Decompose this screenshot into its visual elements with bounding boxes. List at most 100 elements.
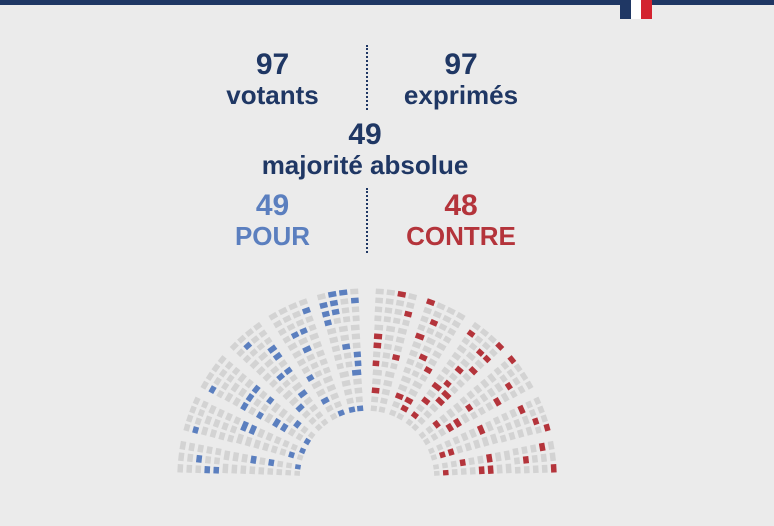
empty-seat [271,402,281,414]
empty-seat [521,446,528,455]
empty-seat [258,351,269,362]
seat-contre [431,381,442,392]
empty-seat [451,351,462,361]
empty-seat [253,321,263,331]
empty-seat [336,362,344,370]
seat-contre [468,365,478,376]
empty-seat [244,328,255,338]
seat-contre [391,353,401,361]
empty-seat [236,348,246,358]
empty-seat [301,409,311,419]
empty-seat [188,442,196,452]
empty-seat [500,392,510,403]
empty-seat [474,359,485,370]
empty-seat [425,425,434,434]
seat-pour [353,351,362,358]
empty-seat [408,388,419,398]
empty-seat [211,363,221,373]
empty-seat [200,426,209,436]
seat-contre [538,442,546,452]
seat-pour [192,426,200,434]
seat-pour [342,343,351,350]
empty-seat [427,447,435,455]
empty-seat [298,336,309,346]
seat-contre [487,465,494,474]
seat-contre [410,411,420,420]
empty-seat [513,418,522,428]
seat-pour [283,366,293,376]
seat-contre [432,419,441,429]
empty-seat [341,379,351,387]
empty-seat [205,371,215,381]
seat-contre [532,417,540,426]
empty-seat [316,293,327,301]
empty-seat [501,412,510,422]
empty-seat [192,396,201,406]
empty-seat [331,345,341,353]
empty-seat [262,372,272,382]
seat-contre [429,318,439,327]
empty-seat [408,349,418,358]
empty-seat [237,372,247,384]
empty-seat [250,335,260,344]
seat-pour [331,308,340,316]
empty-seat [513,457,521,465]
empty-seat [406,358,415,366]
french-flag-icon [620,0,653,19]
empty-seat [315,388,326,398]
empty-seat [326,383,337,392]
empty-seat [232,397,242,407]
empty-seat [218,431,226,441]
empty-seat [343,352,352,359]
empty-seat [338,325,349,333]
empty-seat [448,372,458,382]
empty-seat [468,342,478,351]
empty-seat [340,298,349,305]
empty-seat [282,335,292,344]
empty-seat [383,343,392,350]
empty-seat [244,378,254,389]
empty-seat [531,454,539,463]
empty-seat [446,359,456,369]
empty-seat [390,362,398,370]
empty-seat [411,369,420,378]
empty-seat [314,369,323,378]
seat-pour [243,341,253,351]
empty-seat [354,387,363,394]
empty-seat [403,366,412,375]
empty-seat [415,361,424,370]
empty-seat [350,324,360,331]
empty-seat [442,335,452,344]
empty-seat [530,444,537,453]
seat-contre [459,458,466,467]
empty-seat [394,308,403,316]
empty-seat [397,327,408,335]
pour-label: POUR [234,221,311,251]
empty-seat [395,299,405,307]
empty-seat [417,323,426,332]
empty-seat [537,405,545,414]
seat-pour [351,369,362,376]
empty-seat [466,390,476,400]
empty-seat [430,454,438,461]
empty-seat [307,431,316,440]
empty-seat [468,428,478,439]
empty-seat [241,453,249,463]
empty-seat [278,359,288,369]
empty-seat [213,457,221,465]
empty-seat [494,382,504,393]
empty-seat [485,401,494,412]
empty-seat [489,433,499,445]
empty-seat [455,311,466,321]
seat-contre [425,298,436,307]
empty-seat [469,411,479,420]
empty-seat [221,381,230,391]
seat-contre [371,387,380,394]
empty-seat [437,427,447,437]
seat-contre [418,353,428,362]
empty-seat [224,392,234,403]
empty-seat [499,374,508,383]
empty-seat [372,351,381,358]
empty-seat [430,432,439,442]
seat-contre [445,422,455,433]
